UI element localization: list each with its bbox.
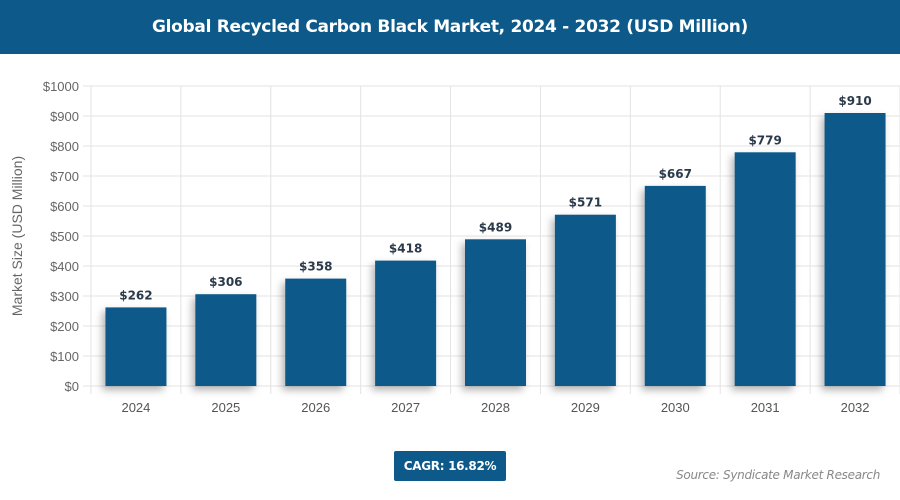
y-tick-label: $0 [65,379,79,394]
x-tick-label: 2028 [481,400,510,415]
y-tick-label: $800 [50,139,79,154]
y-tick-label: $400 [50,259,79,274]
bar-2031 [734,152,796,386]
bar-chart: $0 $100 $200 $300 $400 $500 $600 $700 $800 $900 $1… [9,79,900,415]
bar-2028 [465,239,526,386]
bar-2024 [105,307,167,386]
x-tick-label: 2027 [391,400,420,415]
y-tick-label: $600 [50,199,79,214]
data-label: $571 [569,196,602,210]
data-label: $262 [119,288,152,302]
y-tick-label: $200 [50,319,79,334]
x-tick-label: 2030 [661,400,690,415]
cagr-badge: CAGR: 16.82% [394,451,506,481]
data-label: $910 [838,94,871,108]
y-tick-label: $300 [50,289,79,304]
data-label: $489 [479,220,512,234]
data-label: $418 [389,242,422,256]
x-tick-label: 2025 [211,400,240,415]
bar-2030 [644,185,706,386]
y-tick-label: $700 [50,169,79,184]
bar-2025 [195,294,257,386]
y-tick-label: $900 [50,109,79,124]
bar-2026 [285,278,347,386]
source-note: Source: Syndicate Market Research [676,468,880,482]
bar-2032 [824,113,886,386]
chart-title: Global Recycled Carbon Black Market, 202… [0,0,900,54]
bar-2027 [375,260,437,386]
x-tick-label: 2024 [121,400,150,415]
x-tick-label: 2026 [301,400,330,415]
x-tick-label: 2031 [751,400,780,415]
x-tick-label: 2029 [571,400,600,415]
x-tick-label: 2032 [841,400,870,415]
bar-2029 [554,214,616,386]
y-tick-label: $500 [50,229,79,244]
y-axis-title: Market Size (USD Million) [9,156,25,316]
data-label: $358 [299,260,332,274]
data-label: $667 [659,167,692,181]
data-label: $306 [209,275,242,289]
y-tick-label: $100 [50,349,79,364]
y-tick-label: $1000 [43,79,79,94]
data-label: $779 [748,133,781,147]
